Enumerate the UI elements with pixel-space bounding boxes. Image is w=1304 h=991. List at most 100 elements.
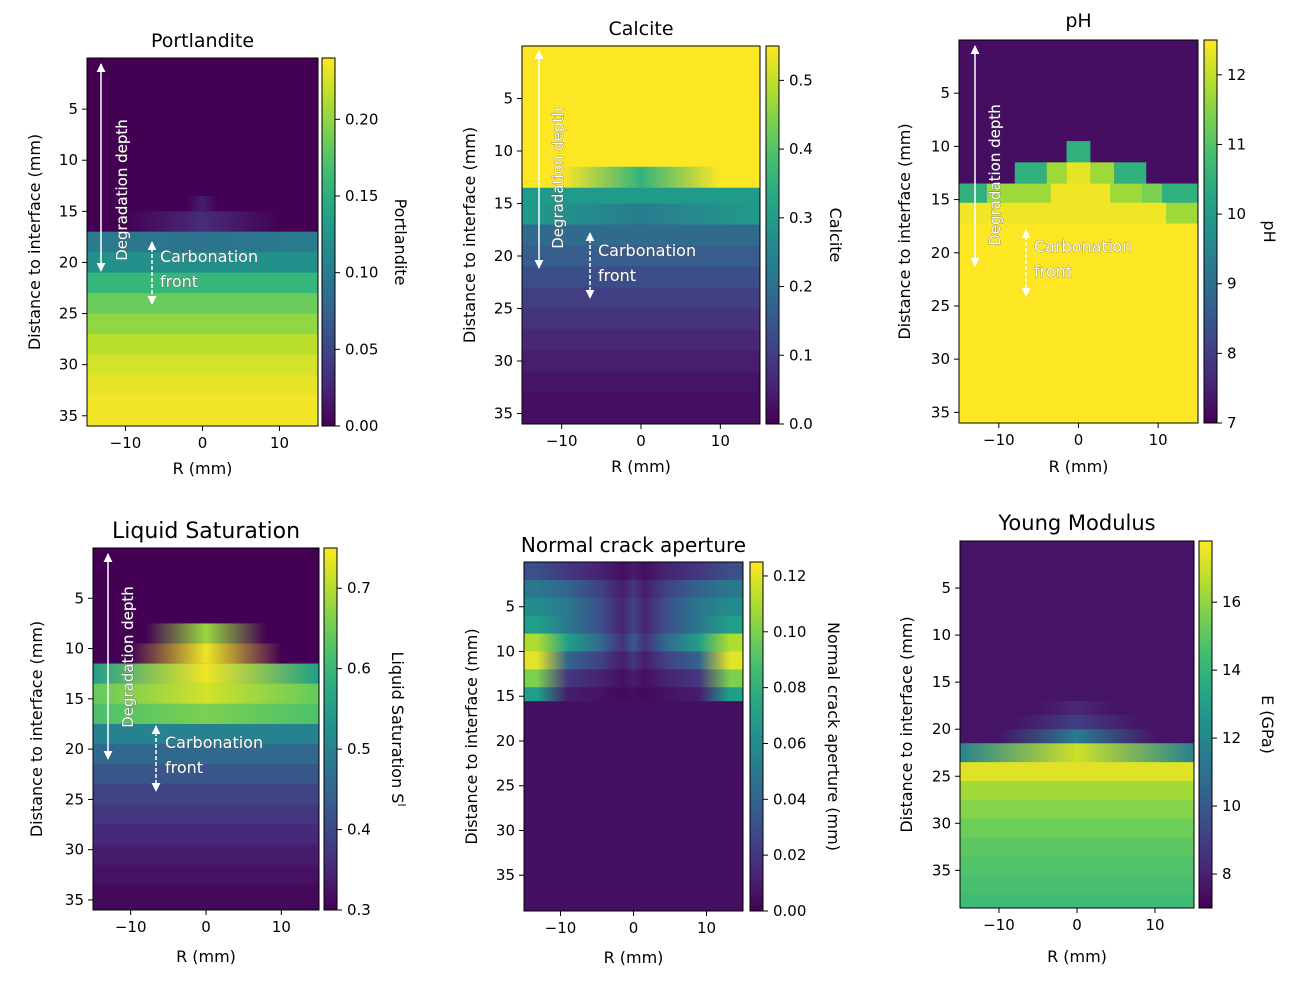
y-tick-label: 15 <box>494 195 513 213</box>
colorbar-tick-label: 12 <box>1222 729 1241 747</box>
heatmap-cell <box>93 623 319 645</box>
heatmap-area <box>960 541 1194 908</box>
colorbar-tick-label: 0.00 <box>773 902 806 920</box>
colorbar <box>765 45 780 425</box>
x-tick-label: −10 <box>545 919 577 937</box>
colorbar-label-superscript: l <box>395 803 408 806</box>
y-tick-label: 10 <box>932 626 951 644</box>
heatmap-cell <box>522 187 760 204</box>
heatmap-area <box>87 58 318 426</box>
heatmap-cell <box>87 211 318 233</box>
y-tick-label: 35 <box>59 407 78 425</box>
y-tick-label: 35 <box>496 866 515 884</box>
front-label: front <box>160 272 198 291</box>
colorbar-label-text: Liquid Saturation S <box>388 651 407 803</box>
heatmap-cell <box>87 334 318 355</box>
heatmap-cell <box>87 252 318 274</box>
heatmap-cell <box>93 844 319 866</box>
heatmap-cell <box>87 395 318 426</box>
y-tick-label: 25 <box>496 777 515 795</box>
y-tick-label: 5 <box>68 100 78 118</box>
chart-title: Normal crack aperture <box>521 533 746 557</box>
colorbar-label-text: Portlandite <box>391 199 410 286</box>
heatmap-cell <box>522 329 760 351</box>
heatmap-cell <box>522 287 760 309</box>
heatmap-cell <box>960 541 1194 702</box>
colorbar-label: Calcite <box>826 208 845 263</box>
colorbar-tick-label: 0.15 <box>345 187 378 205</box>
x-axis-label: R (mm) <box>611 457 671 476</box>
heatmap-cell <box>87 354 318 376</box>
y-tick-label: 35 <box>931 403 950 421</box>
x-tick-label: −10 <box>546 432 578 450</box>
colorbar-label: Portlandite <box>391 199 410 286</box>
degradation-depth-label: Degradation depth <box>119 586 137 728</box>
colorbar-tick-label: 0.5 <box>347 740 371 758</box>
heatmap-cell <box>1162 183 1198 204</box>
y-axis-label: Distance to interface (mm) <box>27 621 46 837</box>
colorbar-tick-label: 0.08 <box>773 679 806 697</box>
subplot-4: Liquid Saturation −10 0 10 R (mm) 5 10 15 20 25 30… <box>27 519 408 966</box>
heatmap-cell <box>960 780 1194 801</box>
subplot-6: Young Modulus −10 0 10 R (mm) 5 10 15 20 25 30 35 Di… <box>897 511 1277 966</box>
heatmap-cell <box>1110 183 1143 204</box>
carbonation-label: Carbonation <box>160 247 258 266</box>
heatmap-cell <box>524 597 743 617</box>
y-tick-label: 5 <box>74 589 84 607</box>
y-tick-label: 10 <box>65 640 84 658</box>
heatmap-area <box>93 548 319 910</box>
heatmap-cell <box>960 856 1194 876</box>
heatmap-cell <box>524 669 743 688</box>
colorbar <box>749 561 764 912</box>
x-tick-label: 0 <box>1072 916 1082 934</box>
y-tick-label: 15 <box>931 191 950 209</box>
heatmap-cell <box>522 46 760 168</box>
heatmap-cell <box>1046 162 1067 185</box>
colorbar-tick-label: 0.7 <box>347 579 371 597</box>
heatmap-cell <box>959 183 987 204</box>
x-tick-label: −10 <box>983 431 1015 449</box>
colorbar-tick-label: 0.20 <box>345 110 378 128</box>
x-tick-label: 0 <box>629 919 639 937</box>
x-tick-label: 10 <box>711 432 730 450</box>
annotations: Degradation depth Carbonation front <box>103 553 263 792</box>
x-tick-label: 0 <box>198 434 208 452</box>
annotations: Degradation depth Carbonation front <box>96 63 258 305</box>
y-tick-label: 30 <box>932 814 951 832</box>
colorbar-tick-label: 0.3 <box>789 209 813 227</box>
heatmap-cell <box>522 308 760 330</box>
heatmap-cell <box>524 651 743 670</box>
x-tick-label: −10 <box>110 434 142 452</box>
heatmap-cell <box>524 687 743 702</box>
x-tick-label: 0 <box>201 918 211 936</box>
heatmap-cell <box>986 183 1051 204</box>
heatmap-cell <box>522 224 760 246</box>
heatmap-cell <box>93 548 319 624</box>
annotations: Degradation depth Carbonation front <box>970 45 1132 297</box>
y-tick-label: 25 <box>494 300 513 318</box>
heatmap-cell <box>960 700 1194 716</box>
colorbar-tick-label: 0.05 <box>345 340 378 358</box>
heatmap-area <box>959 40 1198 423</box>
colorbar-label-text: pH <box>1260 220 1279 242</box>
heatmap-cell <box>1066 162 1091 185</box>
y-axis-label: Distance to interface (mm) <box>895 123 914 339</box>
heatmap-cell <box>960 799 1194 820</box>
y-tick-label: 20 <box>932 720 951 738</box>
heatmap-cell <box>960 875 1194 895</box>
heatmap-cell <box>1142 183 1163 204</box>
heatmap-cell <box>524 562 743 581</box>
y-axis-label: Distance to interface (mm) <box>897 616 916 832</box>
colorbar-tick-label: 8 <box>1227 344 1237 362</box>
y-tick-label: 25 <box>931 297 950 315</box>
heatmap-cell <box>93 643 319 665</box>
subplot-5: Normal crack aperture −10 0 10 R (mm) 5 10 15 20… <box>462 533 843 967</box>
y-tick-label: 15 <box>932 673 951 691</box>
colorbar-tick-label: 16 <box>1222 593 1241 611</box>
chart-title: Liquid Saturation <box>112 519 300 544</box>
heatmap-cell <box>87 272 318 294</box>
heatmap-cell <box>93 864 319 886</box>
heatmap-cell <box>87 231 318 253</box>
annotations: Degradation depth Carbonation front <box>534 50 696 299</box>
